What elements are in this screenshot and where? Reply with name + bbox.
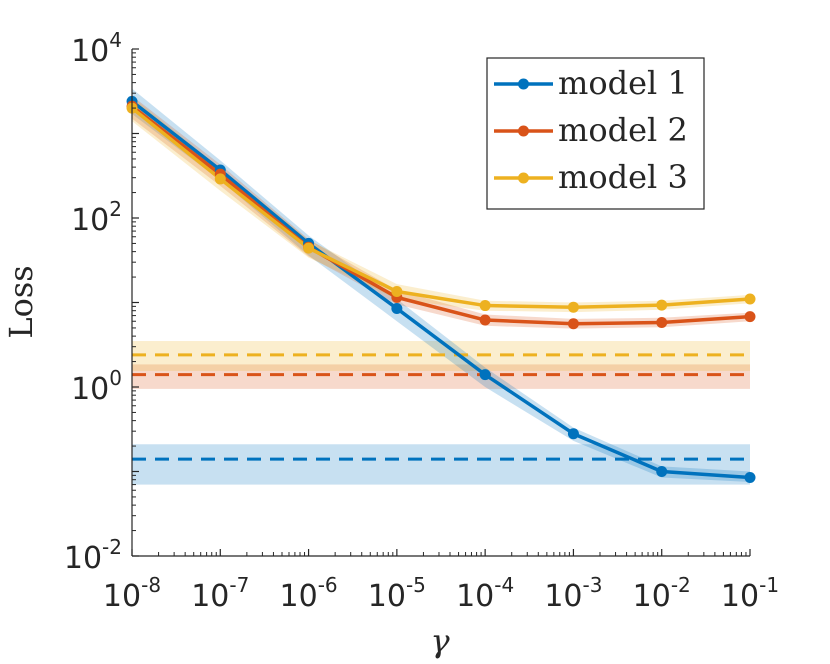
model-3-point — [214, 173, 226, 185]
model-1-legend-label: model 1 — [558, 64, 688, 102]
model-2-point — [656, 316, 668, 328]
model-1-point — [479, 369, 491, 381]
axes — [131, 48, 751, 557]
y-tick-label: 104 — [71, 28, 122, 69]
model-2-legend-marker — [518, 125, 529, 137]
series-lines — [130, 99, 751, 480]
model-2-confidence-band — [132, 95, 750, 329]
model-1-point — [567, 428, 579, 440]
model-1-legend-marker — [518, 78, 529, 90]
model-3-point — [656, 299, 668, 311]
legend: model 1 model 2 model 3 — [486, 57, 705, 210]
x-tick-label: 10-3 — [544, 573, 602, 614]
x-tick-labels: 10-8 10-7 10-6 10-5 10-4 10-3 10-2 10-1 — [103, 573, 779, 614]
x-tick-label: 10-6 — [280, 573, 338, 614]
model-3-point — [744, 293, 756, 305]
model-1-line — [130, 99, 751, 480]
model-2-line — [130, 104, 751, 326]
x-tick-label: 10-7 — [191, 573, 249, 614]
model-1-point — [744, 471, 756, 483]
x-tick-label: 10-2 — [633, 573, 691, 614]
model-3-point — [303, 242, 315, 254]
x-axis-label: γ — [430, 622, 450, 660]
model-3-legend-label: model 3 — [558, 158, 688, 196]
series-markers — [126, 95, 756, 483]
y-axis-label: Loss — [2, 265, 40, 338]
baseline-lines — [132, 353, 750, 461]
model-3-legend-marker — [518, 172, 529, 184]
y-tick-labels: 10-2 100 102 104 — [64, 28, 122, 576]
model-3-line — [130, 106, 751, 309]
model-2-legend-label: model 2 — [558, 111, 688, 149]
model-1-point — [656, 466, 668, 477]
x-tick-label: 10-1 — [721, 573, 779, 614]
y-tick-label: 100 — [71, 366, 122, 407]
model-2-baseline-band — [132, 364, 750, 389]
model-3-point — [479, 300, 491, 312]
model-1-point — [391, 302, 403, 314]
model-3-point — [567, 301, 579, 313]
y-tick-label: 10-2 — [64, 535, 122, 576]
baseline-bands — [132, 341, 750, 485]
model-2-point — [567, 318, 579, 330]
model-3-point — [391, 285, 403, 297]
x-tick-label: 10-8 — [103, 573, 161, 614]
model-2-point — [479, 314, 491, 326]
model-1-baseline-band — [132, 444, 750, 485]
x-tick-label: 10-5 — [368, 573, 426, 614]
model-2-point — [744, 311, 756, 323]
y-tick-label: 102 — [71, 197, 122, 238]
x-tick-label: 10-4 — [456, 573, 514, 614]
